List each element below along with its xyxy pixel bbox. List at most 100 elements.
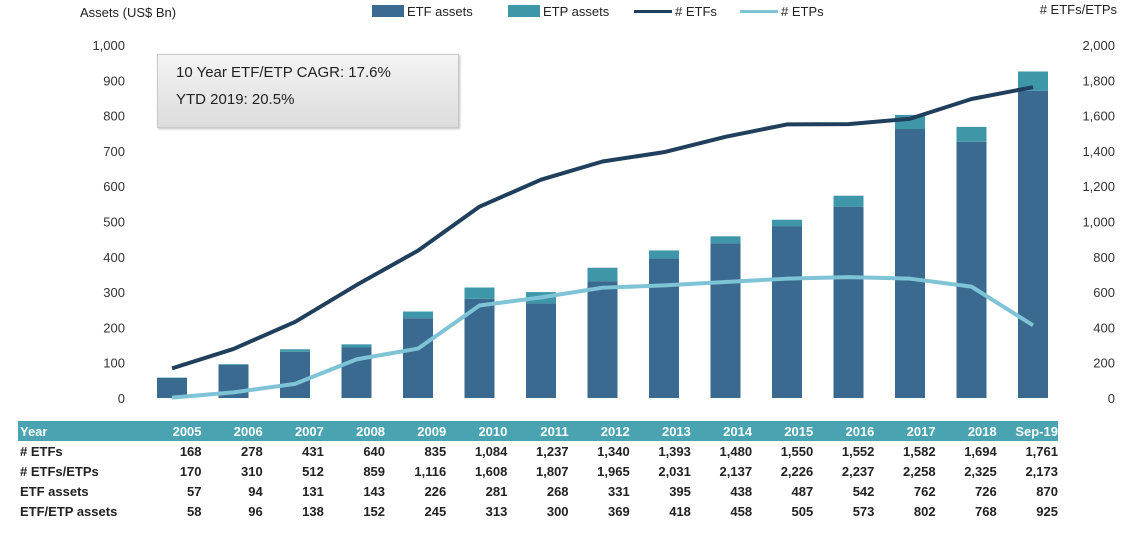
combo-chart: Assets (US$ Bn) # ETFs/ETPs ETF assets E… <box>80 2 1118 406</box>
legend-label-num-etfs: # ETFs <box>675 4 717 19</box>
table-row: ETF assets 57 94 131 143 226 281 268 331 395 438 48… <box>18 481 1058 501</box>
bar-etf-assets <box>526 303 556 398</box>
table-cell: 143 <box>363 483 386 499</box>
right-tick-label: 0 <box>1108 391 1115 406</box>
table-cell: 505 <box>791 503 814 519</box>
table-row-label: ETF/ETP assets <box>20 503 118 519</box>
legend-label-etf-assets: ETF assets <box>407 4 473 19</box>
legend-swatch-etf-assets <box>372 5 404 17</box>
table-header-year: 2015 <box>752 421 814 441</box>
table-cell: 131 <box>302 483 324 499</box>
table-cell: 313 <box>485 503 508 519</box>
table-cell: 768 <box>975 503 997 519</box>
table-row-label: # ETFs <box>20 443 63 459</box>
table-cell: 2,237 <box>841 463 875 479</box>
table-cell: 170 <box>179 463 202 479</box>
bar-etp-assets <box>710 236 741 244</box>
table-cell: 94 <box>248 483 263 499</box>
left-tick-label: 300 <box>103 285 125 300</box>
table-cell: 573 <box>852 503 875 519</box>
left-tick-label: 600 <box>103 179 125 194</box>
table-cell: 512 <box>302 463 324 479</box>
table-row: # ETFs/ETPs 170 310 512 859 1,116 1,608 1,807 1,… <box>18 461 1058 481</box>
table-cell: 2,258 <box>903 463 936 479</box>
table-cell: 487 <box>791 483 814 499</box>
left-tick-label: 200 <box>103 320 125 335</box>
table-cell: 1,761 <box>1025 443 1058 459</box>
table-cell: 331 <box>608 483 630 499</box>
table-cell: 152 <box>363 503 386 519</box>
left-tick-label: 400 <box>103 250 125 265</box>
cagr-callout: 10 Year ETF/ETP CAGR: 17.6% YTD 2019: 20… <box>157 54 459 128</box>
right-axis-ticks: 0 200 400 600 800 1,000 1,200 1,400 1,600 1,800 2,… <box>1082 38 1115 406</box>
left-tick-label: 100 <box>103 356 125 371</box>
bar-etp-assets <box>587 267 618 282</box>
left-tick-label: 700 <box>103 144 125 159</box>
legend-swatch-etp-assets <box>508 5 540 17</box>
right-tick-label: 1,400 <box>1082 144 1115 159</box>
right-tick-label: 800 <box>1093 250 1115 265</box>
table-cell: 138 <box>302 503 324 519</box>
table-row: # ETFs 168 278 431 640 835 1,084 1,237 1,340 1,39… <box>18 441 1058 461</box>
right-tick-label: 1,000 <box>1082 215 1115 230</box>
table-cell: 438 <box>730 483 753 499</box>
table-cell: 226 <box>424 483 447 499</box>
table-cell: 640 <box>363 443 386 459</box>
table-cell: 1,237 <box>536 443 569 459</box>
bar-etf-assets <box>649 258 679 398</box>
bar-etp-assets <box>1018 71 1048 91</box>
right-tick-label: 200 <box>1093 356 1115 371</box>
right-tick-label: 600 <box>1093 285 1115 300</box>
table-cell: 859 <box>363 463 386 479</box>
table-header-year: 2012 <box>568 421 630 441</box>
table-header-row: Year 2005 2006 2007 2008 2009 2010 2011 2012 2013… <box>18 421 1058 441</box>
table-cell: 726 <box>975 483 997 499</box>
table-cell: 2,173 <box>1025 463 1058 479</box>
right-axis-title: # ETFs/ETPs <box>1040 2 1118 17</box>
left-tick-label: 1,000 <box>92 38 125 53</box>
bar-etf-assets <box>403 318 433 398</box>
left-tick-label: 0 <box>118 391 125 406</box>
callout-line-ytd: YTD 2019: 20.5% <box>176 91 295 108</box>
lines <box>171 85 1035 400</box>
legend-swatch-num-etps <box>740 10 778 13</box>
legend-label-etp-assets: ETP assets <box>543 4 610 19</box>
table-cell: 431 <box>302 443 324 459</box>
table-row-label: ETF assets <box>20 483 89 499</box>
table-header-year: 2006 <box>201 421 263 441</box>
table-cell: 1,340 <box>597 443 630 459</box>
table-cell: 281 <box>485 483 508 499</box>
legend-swatch-num-etfs <box>634 10 672 13</box>
bar-etp-assets <box>403 311 433 319</box>
table-cell: 2,325 <box>964 463 997 479</box>
right-tick-label: 1,600 <box>1082 109 1115 124</box>
table-header-year: 2014 <box>690 421 753 441</box>
table-cell: 1,694 <box>964 443 997 459</box>
bar-etp-assets <box>649 250 679 259</box>
bar-etf-assets <box>772 226 802 398</box>
bar-etf-assets <box>157 377 187 398</box>
table-cell: 1,480 <box>719 443 753 459</box>
bar-etp-assets <box>218 364 249 365</box>
table-cell: 1,807 <box>536 463 569 479</box>
table-cell: 1,116 <box>414 463 447 479</box>
right-tick-label: 2,000 <box>1082 38 1115 53</box>
table-cell: 925 <box>1036 503 1058 519</box>
left-tick-label: 800 <box>103 109 125 124</box>
table-header-year: 2018 <box>935 421 997 441</box>
table-header-year: 2013 <box>629 421 691 441</box>
bar-etp-assets <box>280 349 310 352</box>
table-cell: 2,031 <box>658 463 691 479</box>
left-tick-label: 900 <box>103 73 125 88</box>
table-cell: 96 <box>248 503 263 519</box>
bar-etp-assets <box>956 126 987 142</box>
table-header-year: 2011 <box>507 421 569 441</box>
bar-etf-assets <box>895 129 925 398</box>
bar-etf-assets <box>710 243 741 398</box>
table-cell: 1,552 <box>841 443 875 459</box>
table-cell: 300 <box>546 503 569 519</box>
table-cell: 458 <box>730 503 753 519</box>
table-cell: 542 <box>852 483 875 499</box>
table-cell: 245 <box>424 503 447 519</box>
bar-etf-assets <box>833 206 864 398</box>
